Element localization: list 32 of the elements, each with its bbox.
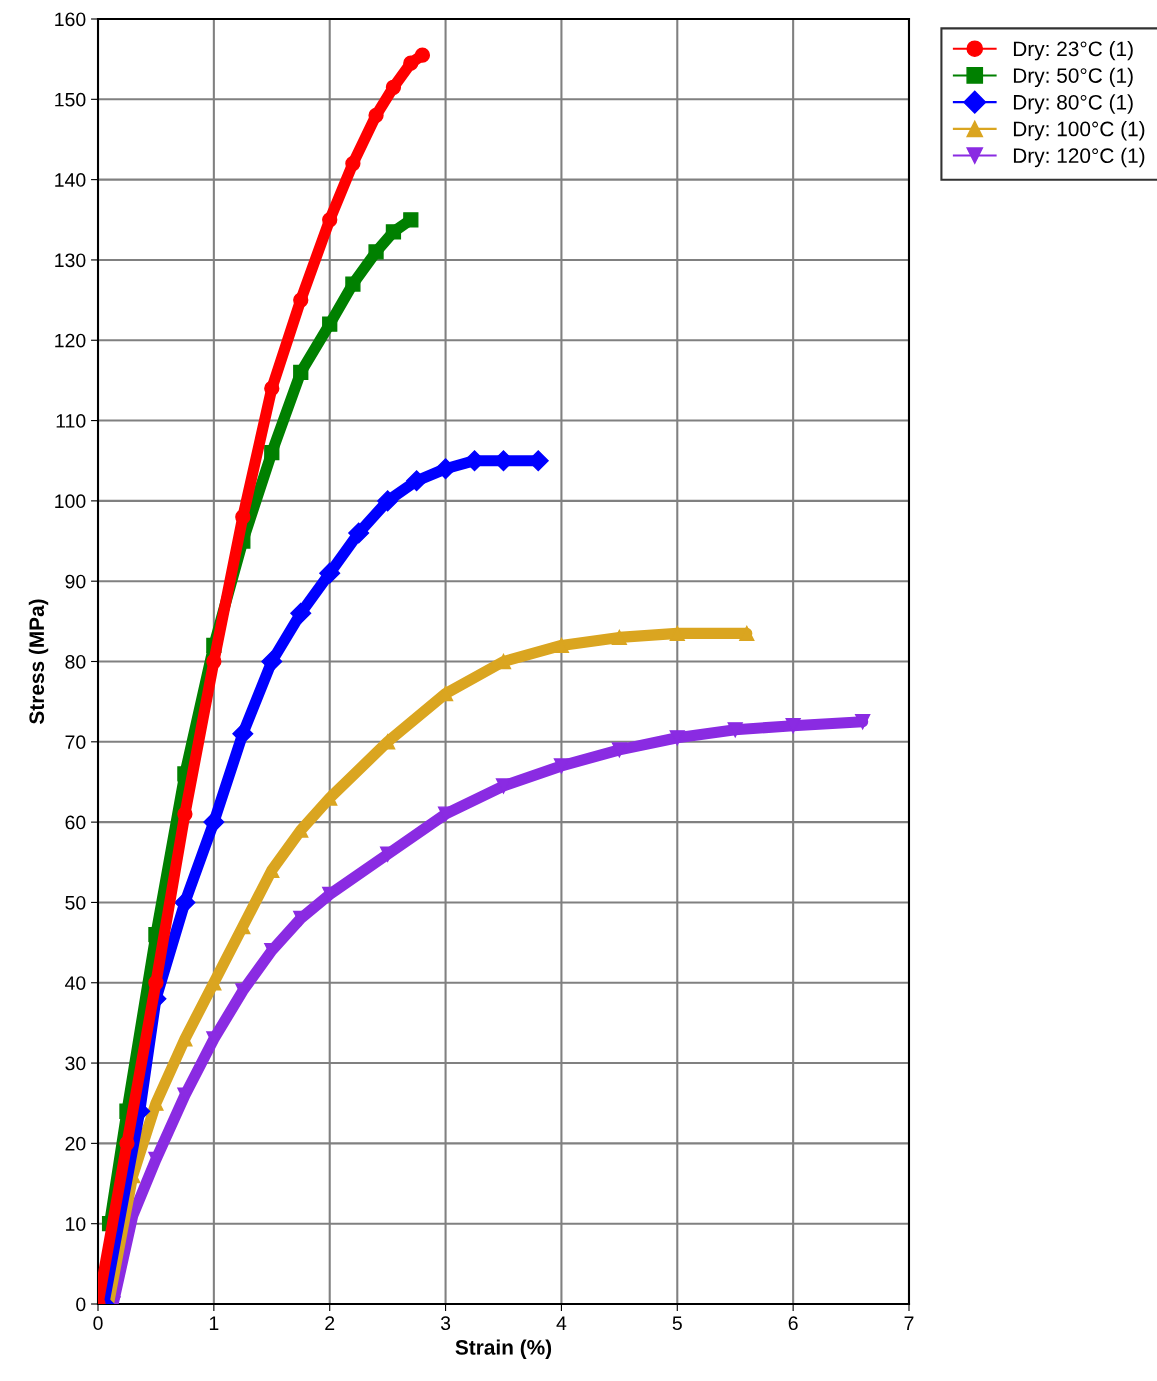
x-tick-label: 6 <box>788 1316 798 1331</box>
y-tick-label: 150 <box>55 92 86 107</box>
x-tick-label: 0 <box>93 1316 103 1331</box>
y-tick-label: 30 <box>65 1056 86 1071</box>
y-tick-label: 0 <box>76 1297 86 1312</box>
y-axis-title: Stress (MPa) <box>28 599 49 724</box>
legend-label: Dry: 120°C (1) <box>1013 147 1145 168</box>
legend-label: Dry: 23°C (1) <box>1013 40 1133 61</box>
y-tick-label: 40 <box>65 976 86 990</box>
legend-label: Dry: 50°C (1) <box>1013 67 1133 88</box>
y-tick-label: 130 <box>55 253 86 268</box>
y-tick-label: 10 <box>66 1217 86 1231</box>
y-tick-label: 20 <box>65 1136 86 1151</box>
legend-label: Dry: 80°C (1) <box>1013 94 1133 114</box>
y-tick-label: 80 <box>65 654 86 669</box>
y-tick-label: 90 <box>65 574 86 589</box>
x-tick-label: 5 <box>672 1316 682 1331</box>
y-tick-label: 120 <box>55 333 86 348</box>
x-tick-label: 4 <box>556 1316 567 1330</box>
x-tick-label: 1 <box>209 1316 219 1330</box>
y-tick-label: 110 <box>56 414 86 428</box>
y-tick-label: 100 <box>55 494 86 509</box>
y-tick-label: 60 <box>65 815 86 830</box>
x-tick-label: 7 <box>904 1316 914 1330</box>
y-tick-label: 140 <box>55 173 86 187</box>
x-tick-label: 3 <box>440 1316 451 1331</box>
x-axis-title: Strain (%) <box>455 1339 552 1359</box>
y-tick-label: 70 <box>65 735 86 750</box>
x-tick-label: 2 <box>325 1316 335 1330</box>
legend-label: Dry: 100°C (1) <box>1013 121 1145 141</box>
y-tick-label: 160 <box>55 12 86 27</box>
y-tick-label: 50 <box>65 895 86 910</box>
